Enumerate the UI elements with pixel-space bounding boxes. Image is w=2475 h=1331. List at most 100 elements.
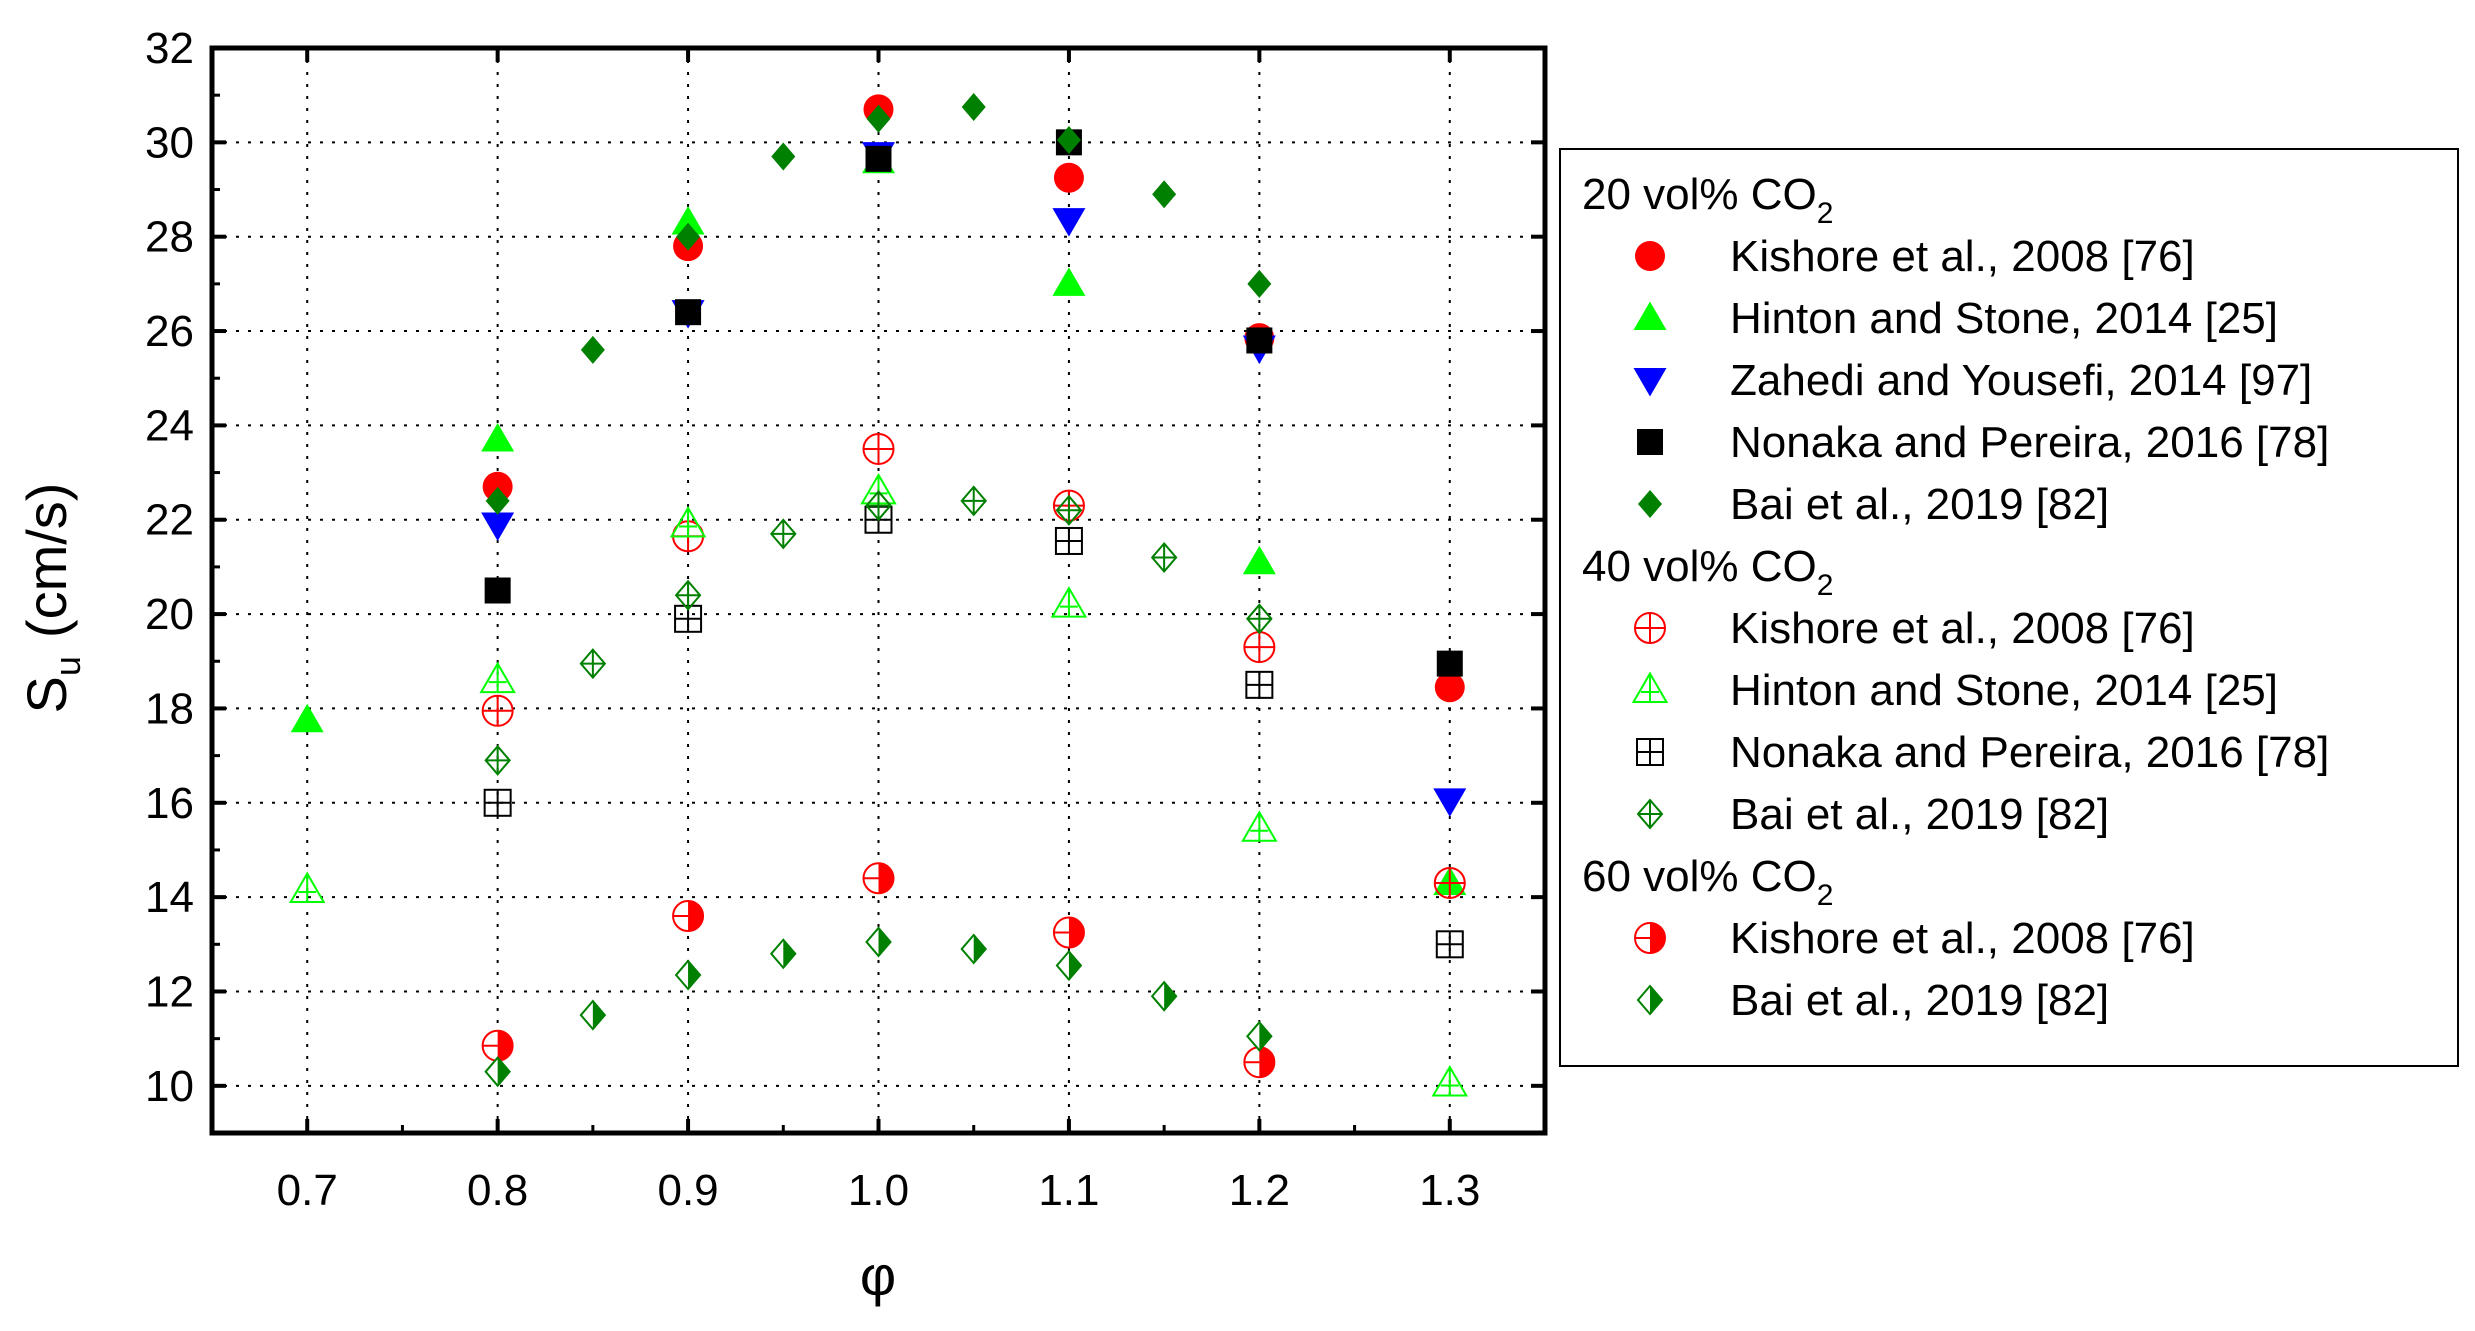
data-point bbox=[1052, 916, 1085, 949]
data-point bbox=[1246, 327, 1273, 354]
legend-label: Kishore et al., 2008 [76] bbox=[1730, 604, 2195, 653]
data-point bbox=[961, 92, 986, 121]
data-point bbox=[672, 900, 705, 932]
y-axis-title-subscript: u bbox=[47, 656, 88, 676]
data-point bbox=[1435, 930, 1464, 959]
data-point bbox=[1243, 1046, 1276, 1079]
data-point bbox=[483, 788, 512, 817]
legend-label: Nonaka and Pereira, 2016 [78] bbox=[1730, 728, 2329, 777]
data-point bbox=[485, 486, 510, 515]
y-tick-label: 16 bbox=[145, 779, 194, 828]
data-point bbox=[1245, 670, 1274, 699]
data-point bbox=[675, 299, 702, 326]
x-axis-title: φ bbox=[860, 1244, 896, 1307]
legend-group-heading: 40 vol% CO2 bbox=[1582, 542, 1833, 602]
data-point bbox=[1056, 125, 1081, 154]
y-axis-title-main: S bbox=[15, 676, 78, 713]
data-point bbox=[1243, 631, 1276, 664]
data-point bbox=[769, 938, 797, 970]
data-point bbox=[484, 744, 511, 776]
legend-marker bbox=[1638, 490, 1662, 518]
data-point bbox=[1433, 866, 1466, 899]
data-point bbox=[862, 432, 895, 465]
legend-label: Kishore et al., 2008 [76] bbox=[1730, 914, 2195, 963]
data-point bbox=[771, 142, 796, 171]
data-point bbox=[865, 926, 892, 958]
legend-marker bbox=[1634, 922, 1666, 954]
x-tick-label: 0.9 bbox=[657, 1166, 718, 1215]
data-point bbox=[479, 661, 516, 694]
legend-label: Bai et al., 2019 [82] bbox=[1730, 480, 2109, 529]
data-point bbox=[484, 577, 511, 604]
data-point bbox=[674, 579, 702, 611]
data-point bbox=[669, 505, 707, 538]
x-tick-label: 1.0 bbox=[848, 1166, 909, 1215]
legend-marker bbox=[1635, 241, 1665, 271]
axis-ticks: 0.7 0.8 0.9 1.0 1.1 1.2 1.3 10 12 14 16 18 20 22 24 26 2… bbox=[145, 24, 1545, 1215]
data-point bbox=[1246, 603, 1273, 635]
data-point bbox=[674, 959, 702, 991]
y-tick-label: 14 bbox=[145, 873, 194, 922]
legend-marker bbox=[1634, 612, 1666, 644]
y-tick-label: 28 bbox=[145, 213, 194, 262]
data-point bbox=[580, 335, 605, 364]
legend-label: Nonaka and Pereira, 2016 [78] bbox=[1730, 418, 2329, 467]
svg-text:Su(cm/s): Su (cm/s) bbox=[15, 483, 88, 714]
legend-label: Zahedi and Yousefi, 2014 [97] bbox=[1730, 356, 2312, 405]
x-tick-label: 0.7 bbox=[277, 1166, 338, 1215]
data-point bbox=[1246, 1020, 1273, 1052]
data-point bbox=[865, 145, 892, 172]
data-point bbox=[1436, 650, 1463, 677]
legend-label: Hinton and Stone, 2014 [25] bbox=[1730, 294, 2278, 343]
data-point bbox=[1053, 162, 1084, 193]
data-point bbox=[1152, 180, 1177, 209]
data-point bbox=[671, 206, 705, 235]
data-point bbox=[769, 518, 797, 550]
data-point bbox=[482, 471, 513, 502]
data-point bbox=[1247, 269, 1272, 298]
x-tick-label: 0.8 bbox=[467, 1166, 528, 1215]
data-point bbox=[579, 999, 607, 1031]
legend-marker bbox=[1633, 368, 1667, 397]
data-point bbox=[1241, 810, 1278, 842]
data-point bbox=[481, 423, 515, 452]
data-point bbox=[676, 222, 701, 251]
legend-marker bbox=[1636, 798, 1664, 830]
data-point bbox=[865, 490, 892, 522]
data-point bbox=[1054, 526, 1083, 555]
y-tick-label: 32 bbox=[145, 24, 194, 73]
x-tick-label: 1.2 bbox=[1229, 1166, 1290, 1215]
data-points bbox=[288, 92, 1469, 1097]
grid-lines bbox=[212, 48, 1545, 1133]
data-point bbox=[579, 648, 607, 680]
data-point bbox=[960, 485, 988, 517]
legend-group-heading: 60 vol% CO2 bbox=[1582, 852, 1833, 912]
y-tick-label: 20 bbox=[145, 590, 194, 639]
legend-label: Bai et al., 2019 [82] bbox=[1730, 790, 2109, 839]
data-point bbox=[862, 862, 895, 895]
y-tick-label: 24 bbox=[145, 401, 194, 450]
y-tick-label: 18 bbox=[145, 684, 194, 733]
y-tick-label: 26 bbox=[145, 307, 194, 356]
data-point bbox=[481, 512, 515, 541]
x-tick-label: 1.3 bbox=[1419, 1166, 1480, 1215]
data-point bbox=[1150, 980, 1178, 1012]
data-point bbox=[1052, 208, 1086, 237]
x-tick-label: 1.1 bbox=[1038, 1166, 1099, 1215]
data-point bbox=[1050, 586, 1088, 618]
y-tick-label: 10 bbox=[145, 1062, 194, 1111]
data-point bbox=[290, 703, 324, 733]
data-point bbox=[481, 694, 514, 727]
y-tick-label: 30 bbox=[145, 118, 194, 167]
legend-label: Hinton and Stone, 2014 [25] bbox=[1730, 666, 2278, 715]
legend-label: Bai et al., 2019 [82] bbox=[1730, 976, 2109, 1025]
data-point bbox=[1242, 545, 1276, 575]
y-tick-label: 12 bbox=[145, 967, 194, 1016]
data-point bbox=[1055, 949, 1083, 982]
legend-marker bbox=[1633, 301, 1667, 330]
y-tick-label: 22 bbox=[145, 496, 194, 545]
legend-marker bbox=[1636, 984, 1664, 1016]
legend-label: Kishore et al., 2008 [76] bbox=[1730, 232, 2195, 281]
